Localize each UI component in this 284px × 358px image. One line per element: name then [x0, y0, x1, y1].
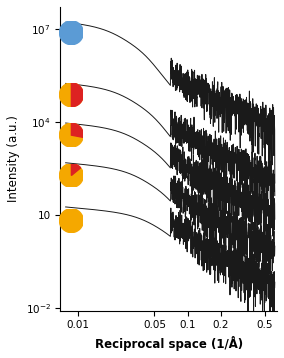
Wedge shape — [71, 123, 83, 137]
Wedge shape — [71, 83, 83, 107]
Y-axis label: Intensity (a.u.): Intensity (a.u.) — [7, 115, 20, 202]
Wedge shape — [59, 209, 83, 233]
Wedge shape — [71, 164, 81, 175]
X-axis label: Reciprocal space (1/Å): Reciprocal space (1/Å) — [95, 336, 243, 351]
Wedge shape — [59, 164, 83, 188]
Wedge shape — [59, 123, 83, 147]
Wedge shape — [59, 83, 83, 107]
Circle shape — [59, 21, 83, 45]
